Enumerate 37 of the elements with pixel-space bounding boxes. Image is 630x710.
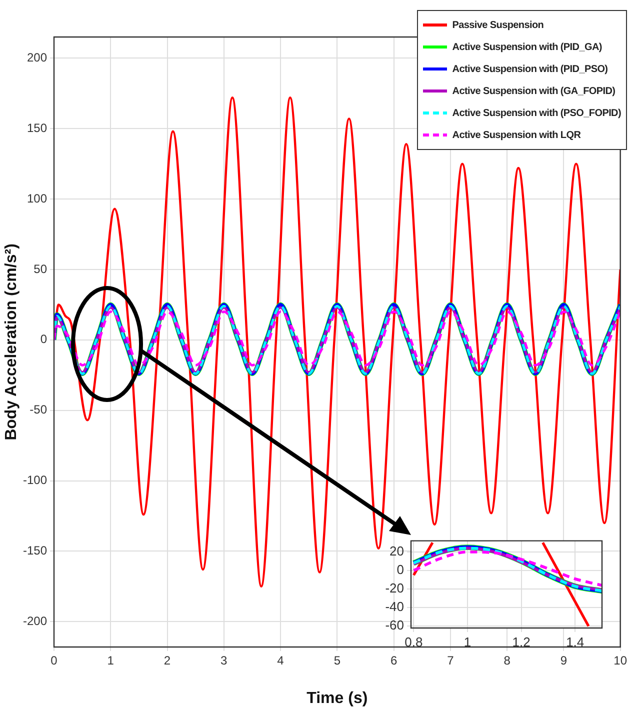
x-tick-label: 0.8	[404, 634, 423, 650]
x-tick-label: 1.4	[566, 634, 584, 650]
x-tick-label: 10	[614, 654, 628, 668]
y-tick-label: -20	[385, 580, 404, 596]
x-tick-label: 1	[464, 634, 472, 650]
legend-label: Active Suspension with (GA_FOPID)	[452, 86, 616, 96]
legend-label: Passive Suspension	[452, 20, 544, 30]
y-tick-label: 20	[390, 544, 404, 559]
x-tick-label: 4	[277, 654, 284, 668]
legend-label: Active Suspension with (PSO_FOPID)	[452, 108, 621, 118]
x-tick-label: 6	[390, 654, 398, 668]
y-tick-label: -200	[22, 614, 48, 628]
y-tick-label: 100	[26, 191, 48, 206]
x-tick-label: 3	[220, 654, 228, 668]
y-tick-label: -40	[385, 599, 404, 614]
legend-label: Active Suspension with (PID_PSO)	[452, 64, 608, 74]
x-tick-label: 9	[560, 654, 568, 668]
x-tick-label: 2	[164, 654, 171, 668]
y-tick-label: -50	[30, 402, 48, 417]
legend-label: Active Suspension with LQR	[452, 130, 581, 140]
y-tick-label: 0	[40, 332, 48, 346]
y-tick-label: 0	[396, 562, 404, 578]
x-tick-label: 7	[447, 654, 454, 668]
y-tick-label: -150	[22, 544, 48, 558]
y-tick-label: 200	[26, 50, 48, 64]
legend-label: Active Suspension with (PID_GA)	[452, 42, 602, 52]
y-tick-label: 50	[34, 262, 48, 276]
x-tick-label: 1	[107, 654, 114, 668]
y-axis-title: Body Acceleration (cm/s²)	[3, 244, 20, 440]
x-axis-title: Time (s)	[306, 690, 368, 707]
x-tick-label: 8	[504, 654, 511, 668]
y-tick-label: 150	[26, 120, 48, 135]
x-tick-label: 1.2	[512, 634, 530, 650]
y-tick-label: -60	[385, 618, 404, 633]
x-tick-label: 5	[334, 654, 341, 668]
y-tick-label: -100	[22, 473, 48, 488]
x-tick-label: 0	[50, 654, 58, 668]
